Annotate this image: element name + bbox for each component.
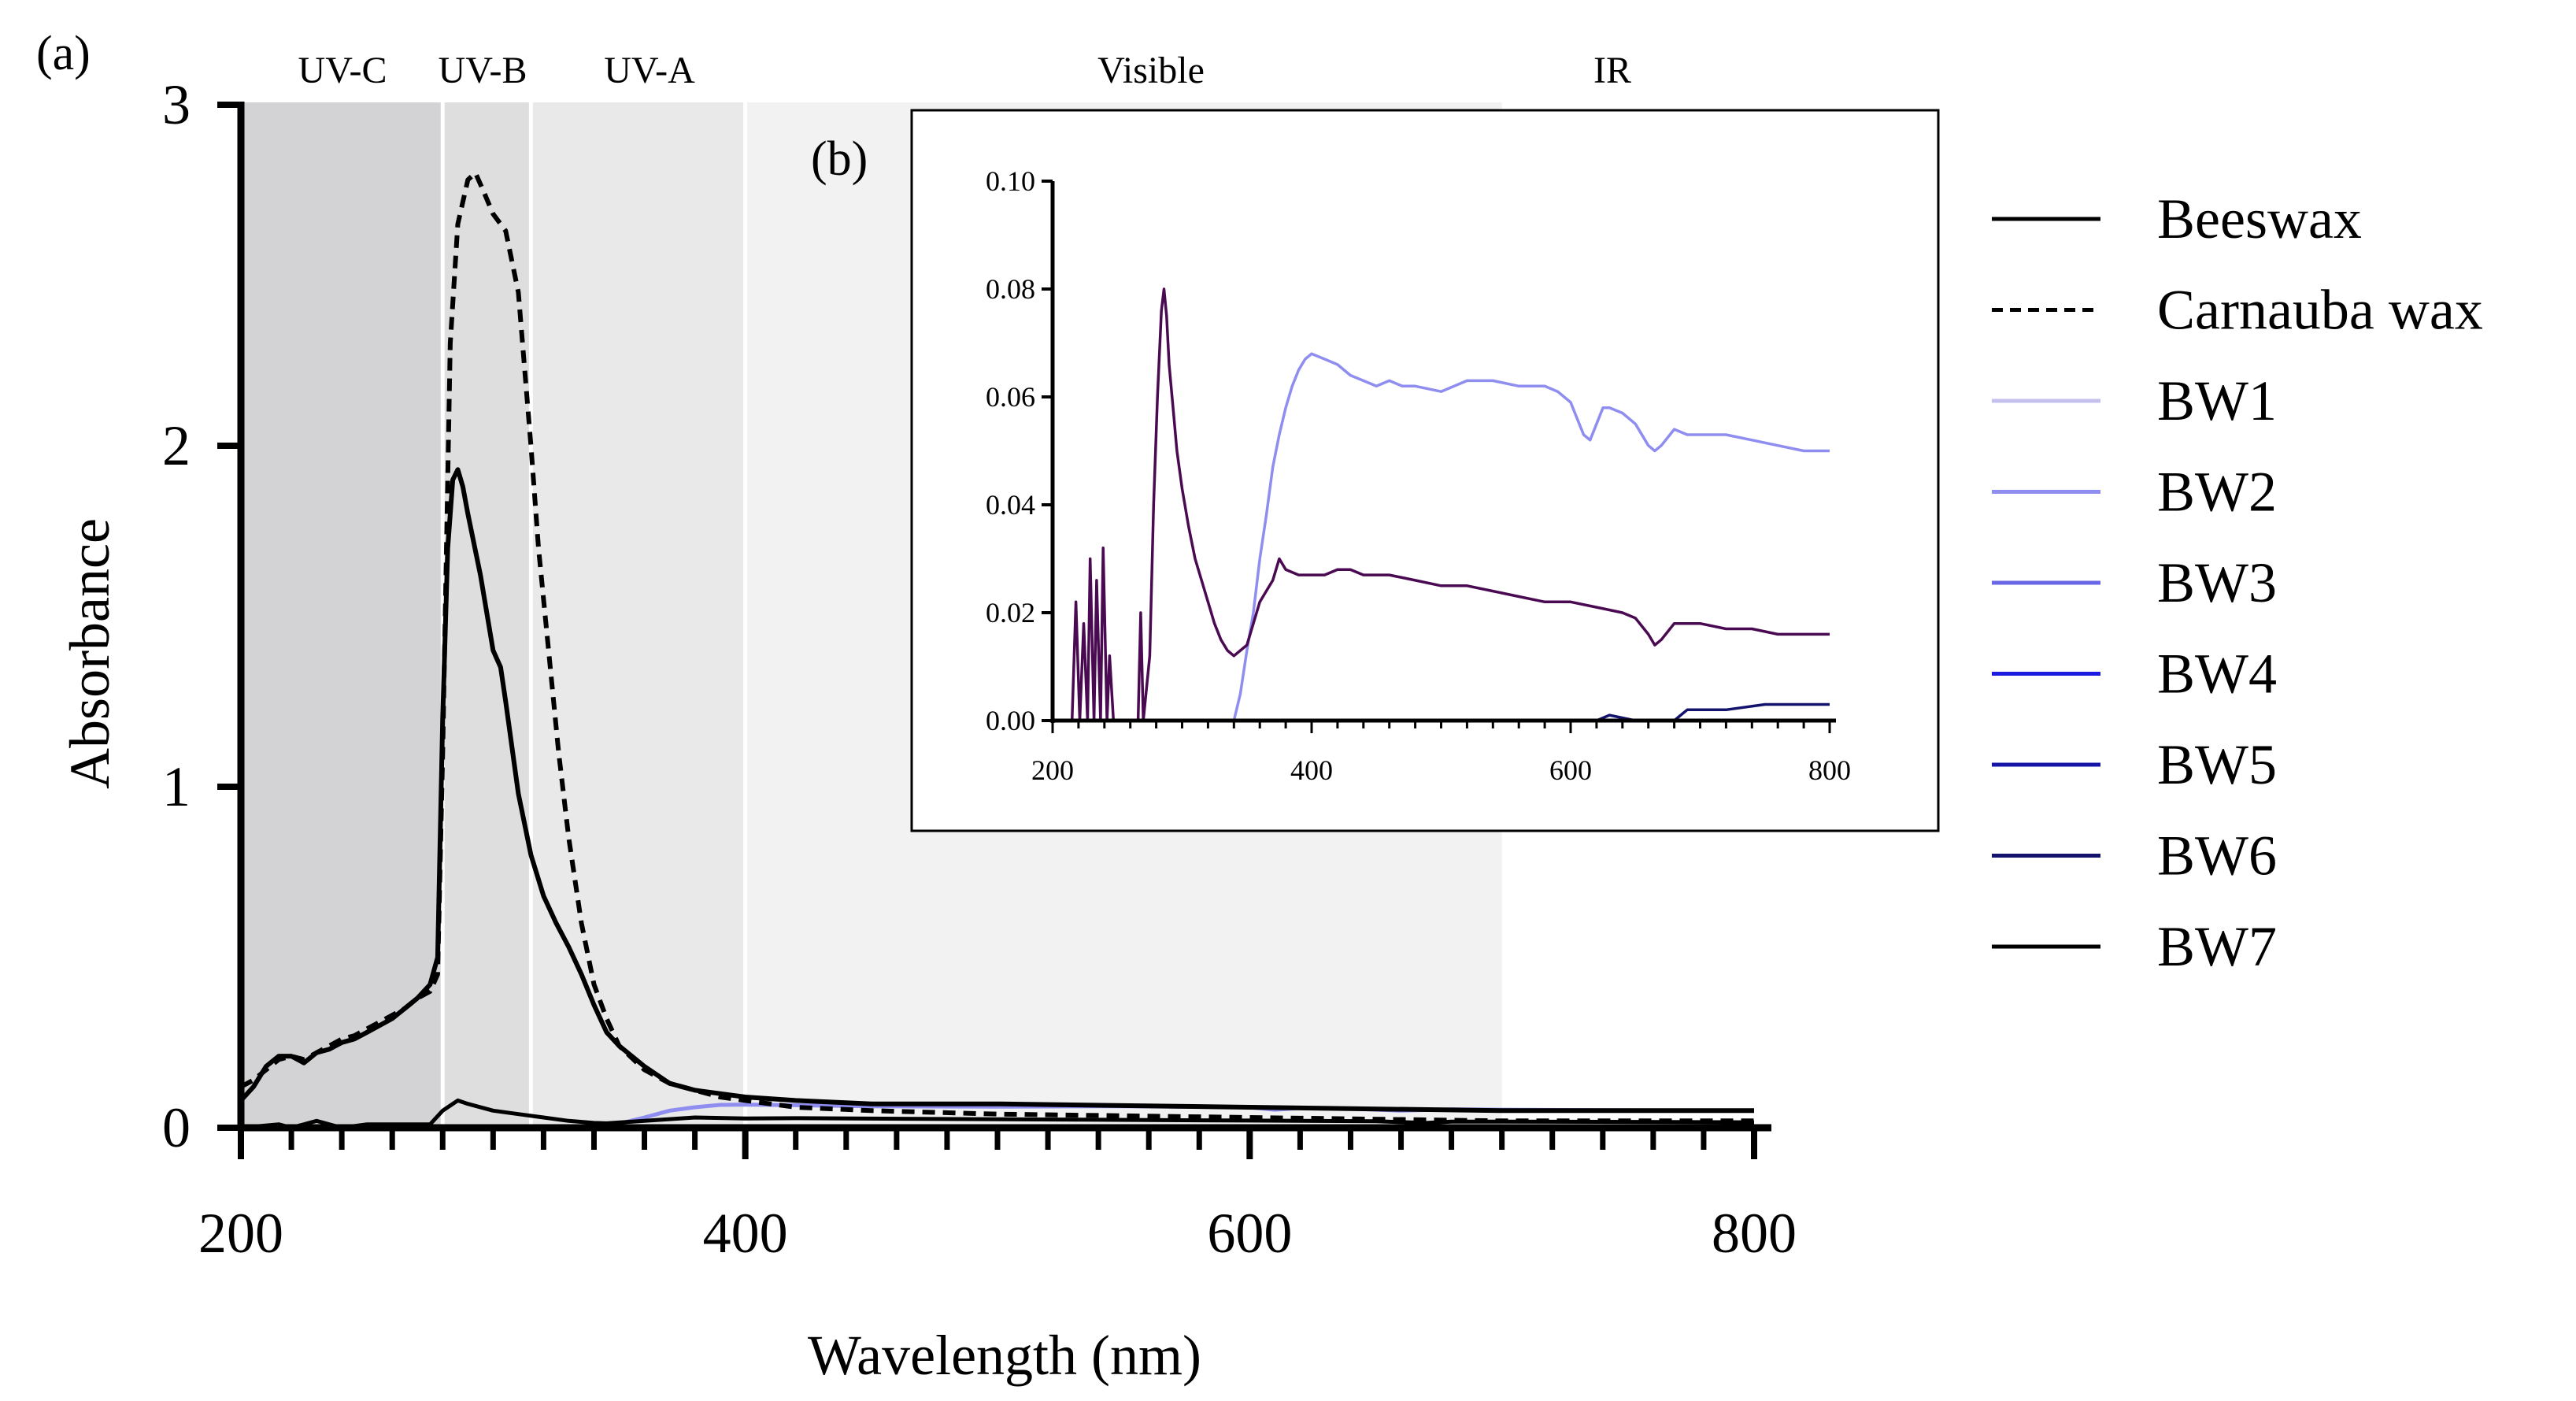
inset-series-bw2: [1053, 352, 1830, 722]
spectral-region-labels: UV-C UV-B UV-A Visible IR: [298, 50, 1631, 91]
x-tick-label-800: 800: [1712, 1202, 1797, 1265]
legend-label-bw3: BW3: [2157, 551, 2277, 614]
legend-label-carnauba-wax: Carnauba wax: [2157, 279, 2483, 342]
y-axis-label: Absorbance: [58, 518, 121, 789]
region-uv-a: [531, 102, 746, 1128]
region-label-uv-a: UV-A: [604, 50, 695, 91]
legend-label-beeswax: Beeswax: [2157, 187, 2362, 250]
region-label-ir: IR: [1593, 50, 1631, 91]
main-plot-axes: 0 1 2 3 200 400 600 800: [162, 73, 1797, 1265]
legend-label-bw2: BW2: [2157, 461, 2277, 524]
region-uv-c: [241, 102, 443, 1128]
inset-series-bw6: [1053, 702, 1830, 722]
legend-label-bw4: BW4: [2157, 643, 2277, 706]
inset-series-bw7: [1053, 287, 1830, 722]
region-label-uv-b: UV-B: [439, 50, 527, 91]
inset-x-tick-label-800: 800: [1808, 754, 1851, 786]
inset-x-tick-label-200: 200: [1031, 754, 1074, 786]
legend-label-bw7: BW7: [2157, 915, 2277, 978]
inset-y-tick-label-5: 0.10: [986, 165, 1035, 197]
inset-y-tick-label-0: 0.00: [986, 705, 1035, 736]
inset-y-tick-label-3: 0.06: [986, 381, 1035, 413]
y-tick-label-2: 2: [162, 414, 191, 477]
inset-x-tick-label-600: 600: [1549, 754, 1592, 786]
inset-plot-axes: 0.00 0.02 0.04 0.06 0.08 0.10 200 400 600 800: [986, 165, 1851, 786]
y-tick-label-1: 1: [162, 755, 191, 818]
legend: Beeswax Carnauba wax BW1 BW2 BW3 BW4 BW5 BW6 BW7: [1992, 187, 2483, 978]
panel-label-a: (a): [36, 27, 91, 80]
legend-label-bw6: BW6: [2157, 825, 2277, 888]
x-axis-label: Wavelength (nm): [808, 1324, 1201, 1387]
y-tick-label-0: 0: [162, 1096, 191, 1159]
inset-x-tick-label-400: 400: [1290, 754, 1333, 786]
series-beeswax: [239, 467, 1754, 1114]
x-tick-label-600: 600: [1207, 1202, 1292, 1265]
panel-label-b: (b): [811, 132, 868, 186]
inset-y-tick-label-4: 0.08: [986, 273, 1035, 305]
x-tick-label-400: 400: [703, 1202, 788, 1265]
y-tick-label-3: 3: [162, 73, 191, 136]
region-label-visible: Visible: [1097, 50, 1205, 91]
inset-plot-series: [1053, 287, 1830, 722]
x-tick-label-200: 200: [198, 1202, 283, 1265]
region-label-uv-c: UV-C: [298, 50, 387, 91]
legend-label-bw5: BW5: [2157, 733, 2277, 796]
inset-y-tick-label-2: 0.04: [986, 489, 1035, 521]
legend-label-bw1: BW1: [2157, 369, 2277, 432]
inset-y-tick-label-1: 0.02: [986, 597, 1035, 628]
inset-frame: [910, 109, 1940, 832]
